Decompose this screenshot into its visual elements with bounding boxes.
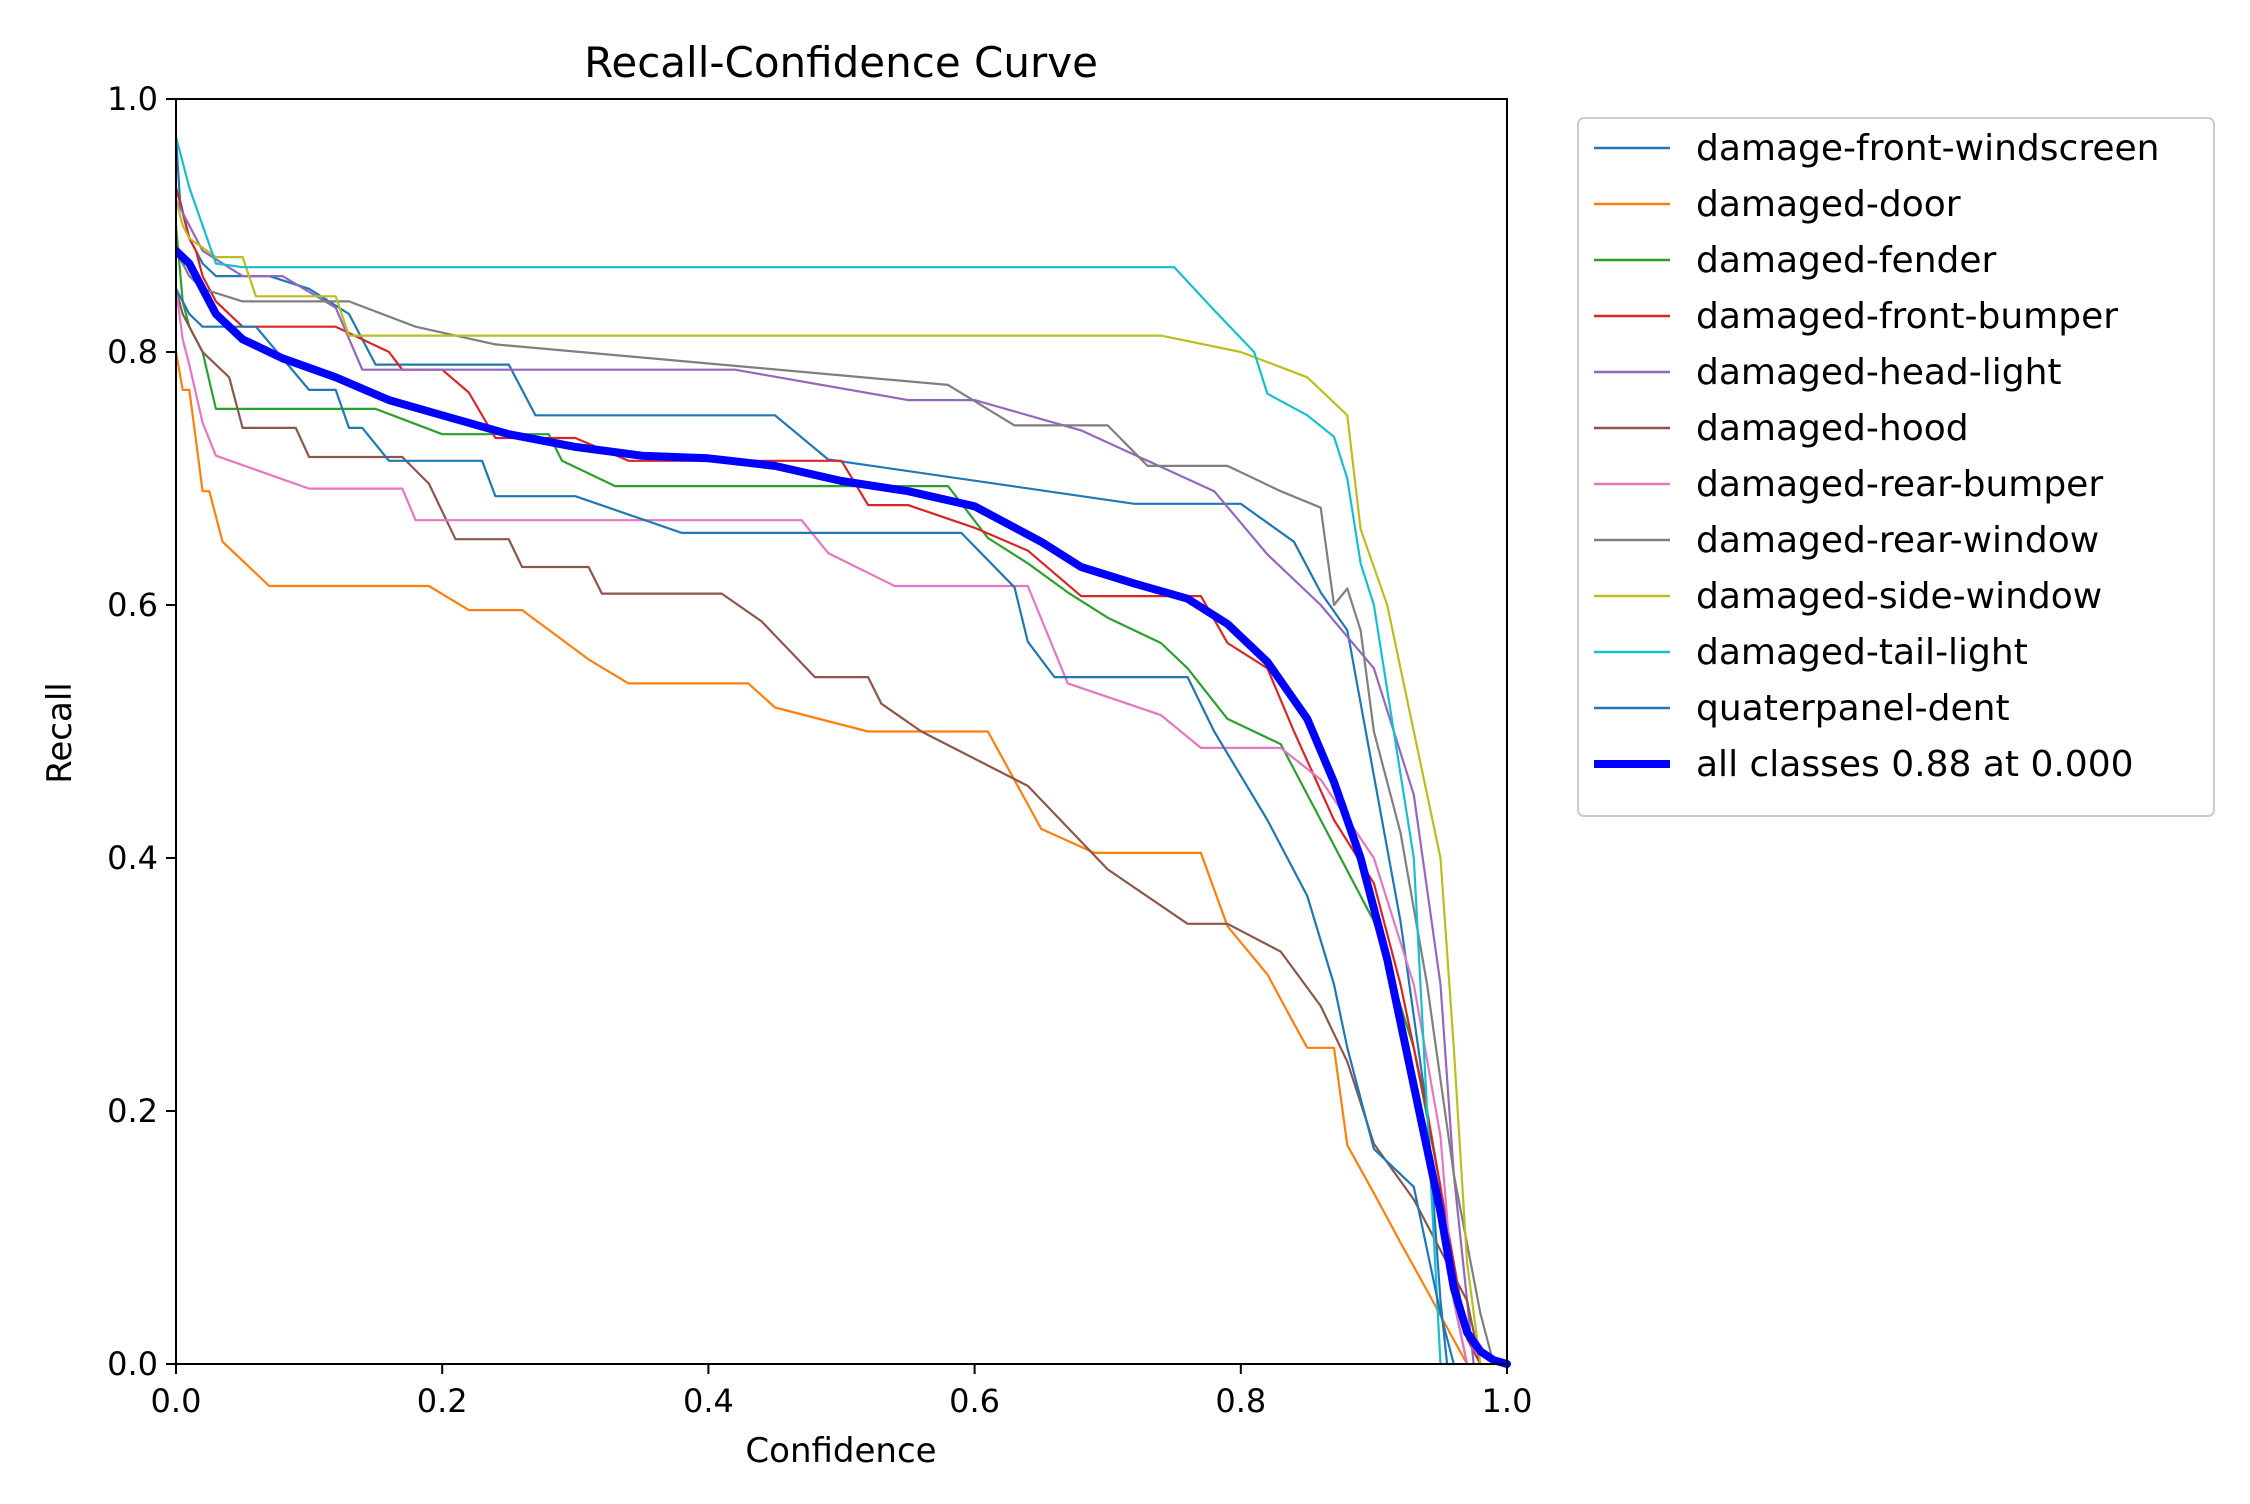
y-tick-label: 0.0 bbox=[107, 1345, 158, 1383]
legend-box bbox=[1577, 117, 2215, 817]
legend-label: damaged-front-bumper bbox=[1696, 296, 2118, 337]
legend-item: damaged-rear-bumper bbox=[1594, 464, 2103, 505]
axes-frame bbox=[175, 98, 1508, 1365]
x-tick-label: 0.4 bbox=[683, 1382, 734, 1420]
legend-item: damaged-head-light bbox=[1594, 352, 2062, 393]
legend-label: damaged-tail-light bbox=[1696, 632, 2028, 673]
legend-item: quaterpanel-dent bbox=[1594, 688, 2010, 729]
x-tick-label: 0.6 bbox=[949, 1382, 1000, 1420]
legend-label: quaterpanel-dent bbox=[1696, 688, 2010, 729]
y-axis-label: Recall bbox=[40, 682, 80, 783]
series-group bbox=[176, 135, 1511, 1368]
legend-item: damaged-tail-light bbox=[1594, 632, 2028, 673]
x-tick-label: 1.0 bbox=[1482, 1382, 1533, 1420]
legend-item: damage-front-windscreen bbox=[1594, 128, 2159, 169]
y-tick-label: 0.8 bbox=[107, 333, 158, 371]
legend-label: damage-front-windscreen bbox=[1696, 128, 2159, 169]
series-line-damaged-rear-window bbox=[176, 249, 1495, 1366]
series-line-damage-front-windscreen bbox=[176, 135, 1449, 1366]
legend-item: damaged-door bbox=[1594, 184, 1961, 225]
legend-label: damaged-rear-bumper bbox=[1696, 464, 2103, 505]
legend-item: damaged-front-bumper bbox=[1594, 296, 2118, 337]
legend: damage-front-windscreen damaged-door damag… bbox=[1577, 117, 2215, 817]
x-axis-label: Confidence bbox=[745, 1431, 936, 1471]
plot-area: 0.00.0 0.2 0.2 0.4 0.4 0.6 0.6 0.8 0.8 1.0 1.0 bbox=[107, 80, 1532, 1420]
legend-item: damaged-hood bbox=[1594, 408, 1969, 449]
legend-label: damaged-door bbox=[1696, 184, 1961, 225]
legend-item: damaged-rear-window bbox=[1594, 520, 2099, 561]
series-line-damaged-hood bbox=[176, 287, 1482, 1366]
legend-label: damaged-rear-window bbox=[1696, 520, 2099, 561]
legend-label: all classes 0.88 at 0.000 bbox=[1696, 744, 2134, 785]
series-line-all-classes-0-88-at-0-000 bbox=[176, 246, 1511, 1368]
legend-label: damaged-hood bbox=[1696, 408, 1969, 449]
series-line-quaterpanel-dent bbox=[176, 287, 1455, 1366]
legend-label: damaged-head-light bbox=[1696, 352, 2062, 393]
y-tick-label: 0.6 bbox=[107, 586, 158, 624]
legend-label: damaged-fender bbox=[1696, 240, 1997, 281]
legend-item: damaged-side-window bbox=[1594, 576, 2102, 617]
y-tick-label: 1.0 bbox=[107, 80, 158, 118]
y-tick-label: 0.2 bbox=[107, 1092, 158, 1130]
series-line-damaged-side-window bbox=[176, 199, 1482, 1366]
chart-title: Recall-Confidence Curve bbox=[584, 38, 1098, 87]
legend-label: damaged-side-window bbox=[1696, 576, 2102, 617]
series-line-damaged-tail-light bbox=[176, 135, 1442, 1366]
legend-item: all classes 0.88 at 0.000 bbox=[1594, 744, 2134, 785]
series-line-damaged-head-light bbox=[176, 199, 1475, 1366]
series-line-damaged-door bbox=[176, 350, 1469, 1366]
y-tick-label: 0.4 bbox=[107, 839, 158, 877]
legend-item: damaged-fender bbox=[1594, 240, 1997, 281]
x-tick-label: 0.8 bbox=[1215, 1382, 1266, 1420]
series-line-damaged-rear-bumper bbox=[176, 287, 1469, 1366]
series-line-damaged-front-bumper bbox=[176, 186, 1482, 1366]
x-tick-label: 0.0 bbox=[151, 1382, 202, 1420]
x-tick-label: 0.2 bbox=[417, 1382, 468, 1420]
